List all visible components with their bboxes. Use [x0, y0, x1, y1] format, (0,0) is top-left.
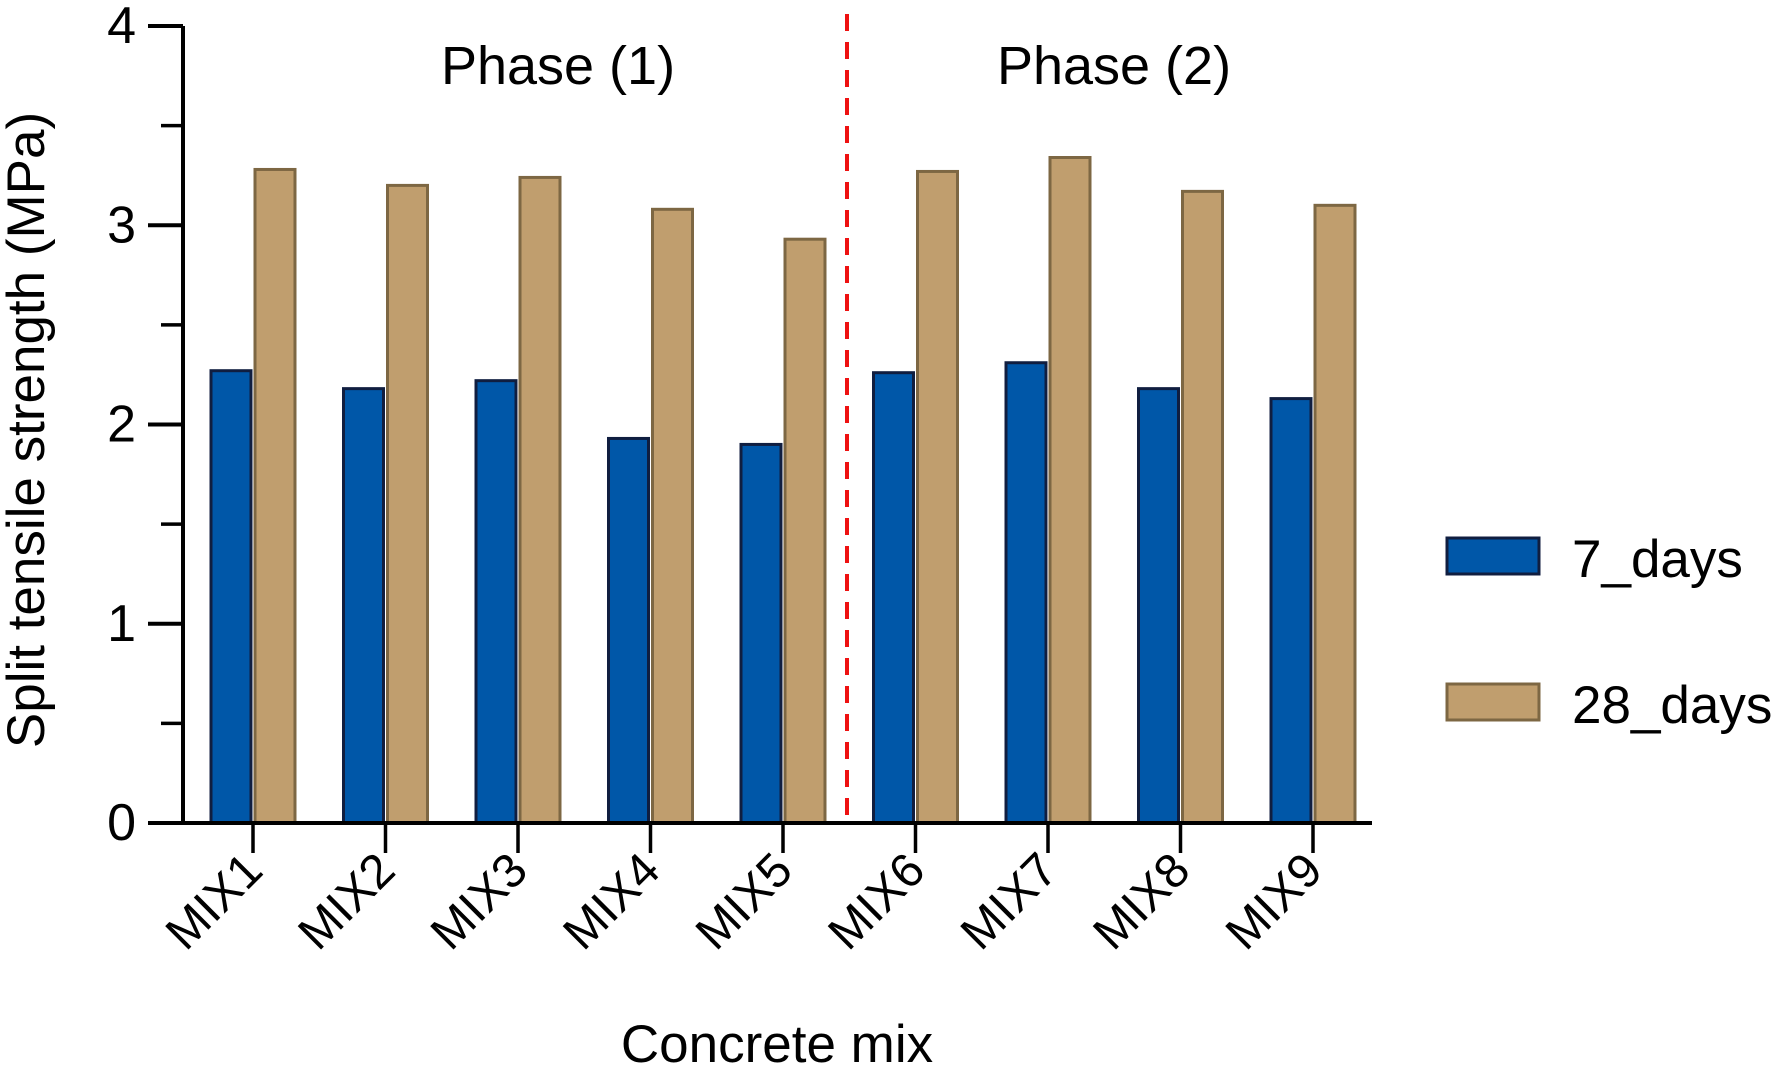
bar-mix6-7_days [872, 371, 915, 825]
x-tick-label-mix4: MIX4 [554, 843, 671, 960]
bar-mix9-7_days [1269, 397, 1313, 825]
bar-mix8-7_days [1137, 387, 1180, 825]
bar-mix6-28_days [916, 169, 959, 825]
legend-swatch-28days [1445, 682, 1541, 722]
y-tick-label: 4 [107, 0, 136, 55]
x-tick-label-mix5: MIX5 [686, 843, 803, 960]
x-tick-label-mix7: MIX7 [951, 843, 1068, 960]
bar-mix9-28_days [1313, 203, 1357, 825]
bar-mix1-28_days [253, 167, 297, 825]
x-tick-label-mix1: MIX1 [156, 843, 273, 960]
legend-swatch-7days [1445, 536, 1541, 576]
x-tick-label-mix6: MIX6 [819, 843, 936, 960]
x-tick-label-mix9: MIX9 [1216, 843, 1333, 960]
bar-mix2-7_days [342, 387, 385, 825]
y-tick-label: 2 [107, 396, 136, 454]
bar-mix3-28_days [518, 175, 562, 825]
legend-label-7days: 7_days [1572, 530, 1743, 589]
bar-mix5-7_days [739, 442, 783, 825]
bar-mix5-28_days [783, 237, 827, 825]
bar-mix3-7_days [474, 379, 518, 825]
bar-mix4-28_days [651, 207, 694, 825]
bar-mix4-7_days [607, 436, 650, 825]
bar-mix2-28_days [386, 183, 429, 825]
x-tick-label-mix2: MIX2 [289, 843, 406, 960]
y-tick-label: 3 [107, 196, 136, 254]
phase-2-label: Phase (2) [997, 36, 1231, 96]
y-tick-label: 0 [107, 794, 136, 852]
bar-mix1-7_days [209, 369, 253, 825]
legend-label-28days: 28_days [1572, 676, 1772, 735]
x-tick-label-mix3: MIX3 [421, 843, 538, 960]
x-axis-title: Concrete mix [621, 1015, 933, 1074]
bar-mix8-28_days [1181, 189, 1224, 825]
phase-1-label: Phase (1) [441, 36, 675, 96]
x-tick-label-mix8: MIX8 [1084, 843, 1201, 960]
y-tick-label: 1 [107, 595, 136, 653]
bar-mix7-28_days [1048, 156, 1092, 825]
bar-mix7-7_days [1004, 361, 1048, 825]
bars-layer [209, 156, 1357, 825]
legend: 7_days 28_days [1445, 530, 1772, 735]
y-axis-title: Split tensile strength (MPa) [0, 112, 56, 748]
